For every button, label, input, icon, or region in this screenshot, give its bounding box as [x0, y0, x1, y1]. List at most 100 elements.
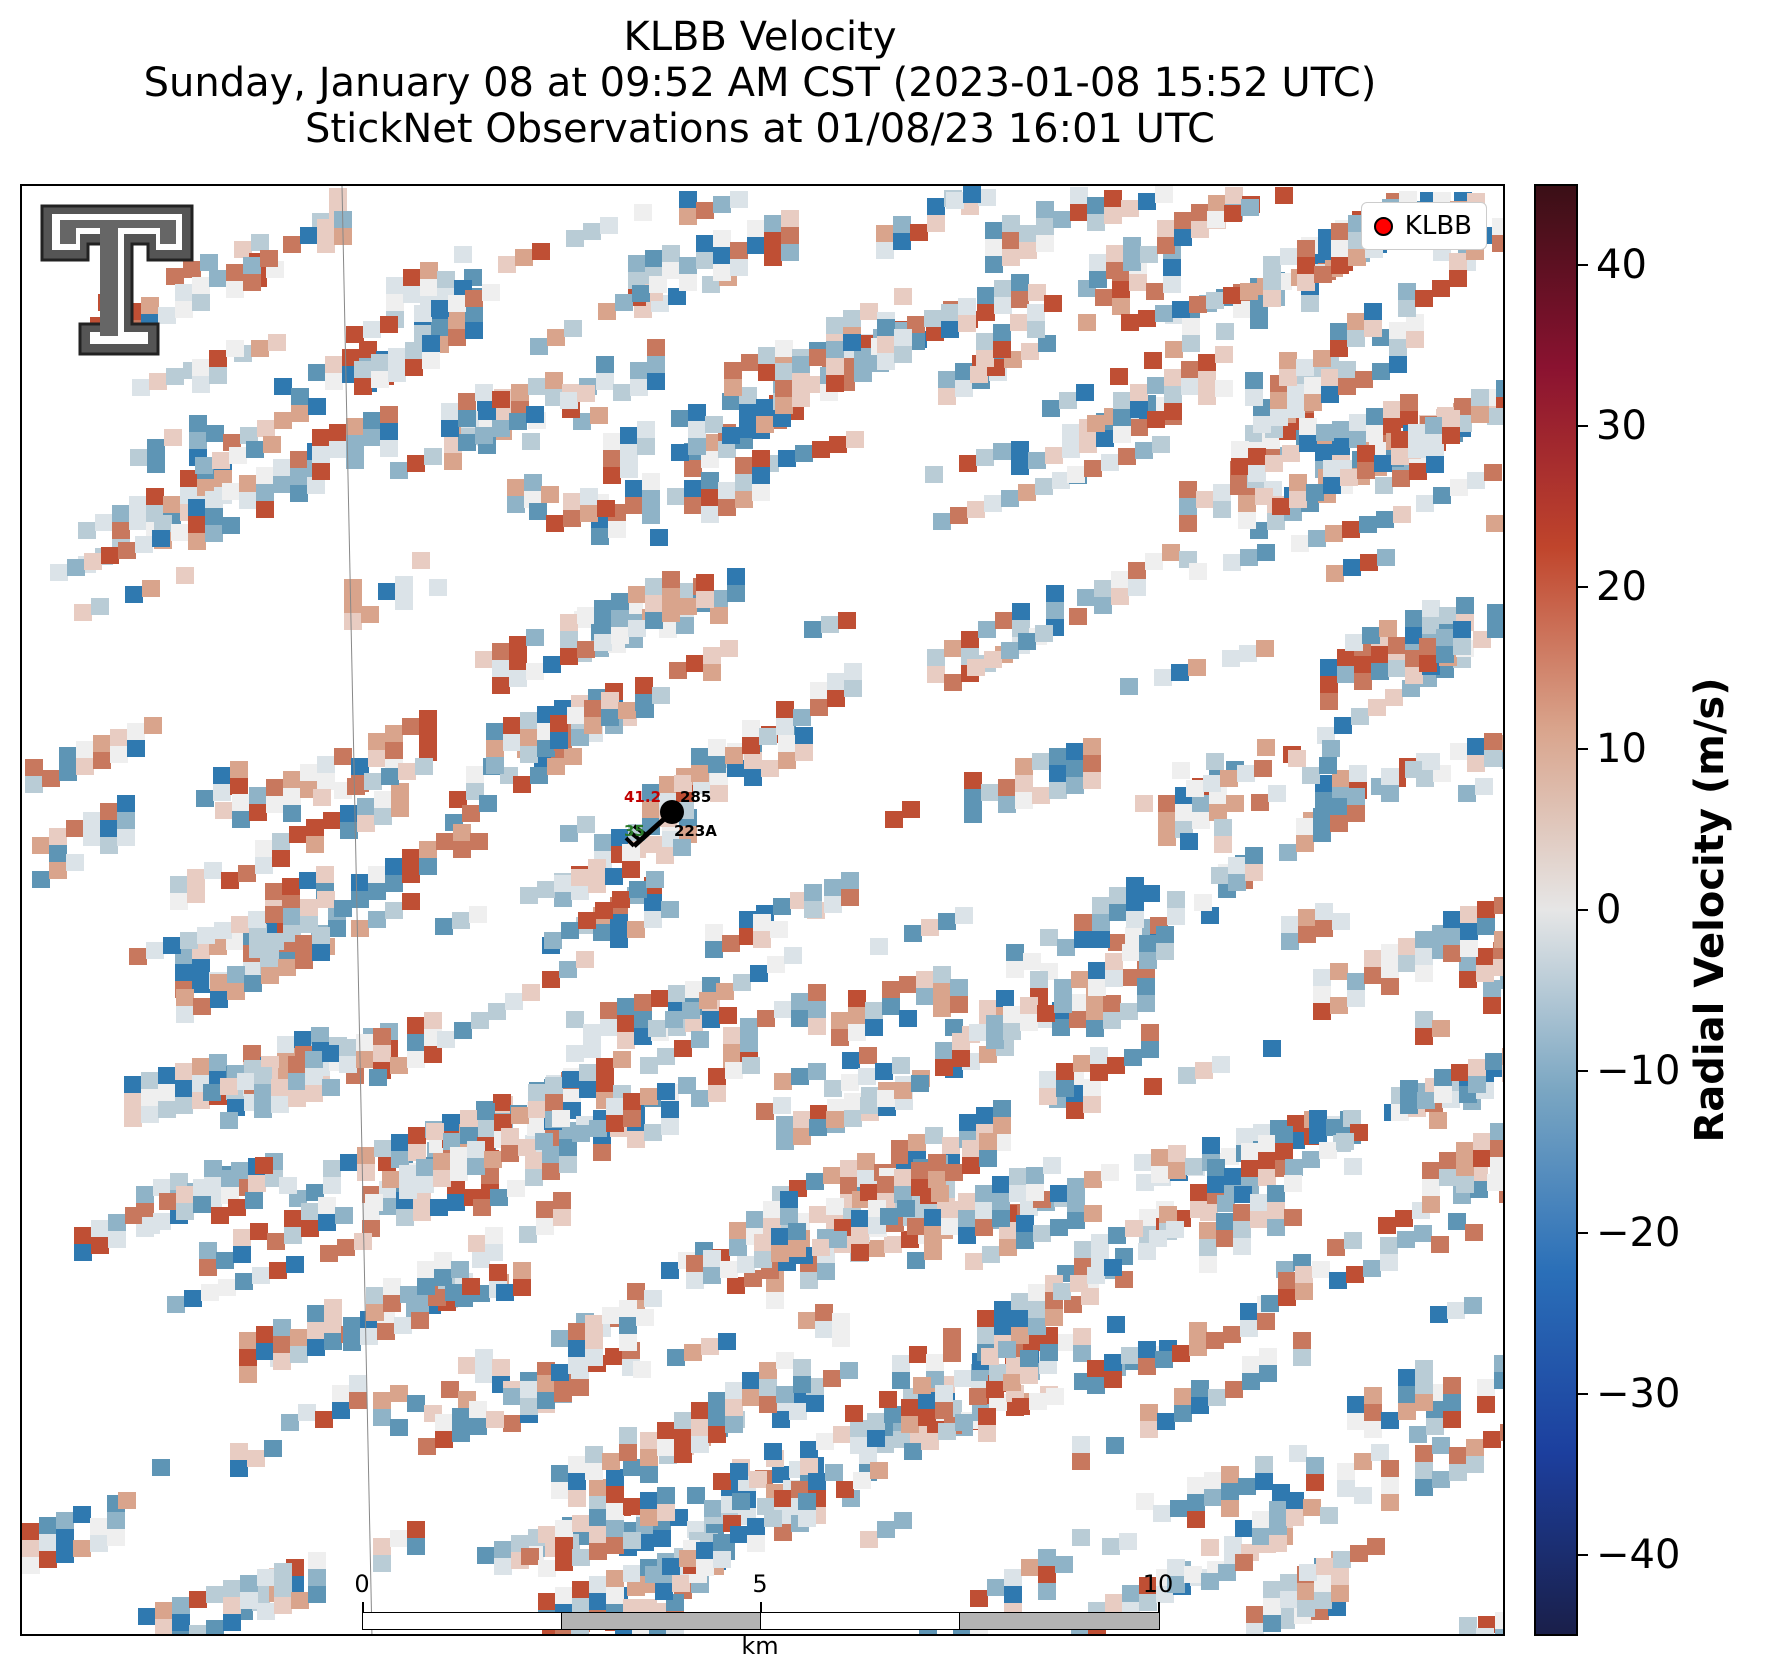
velocity-pixel — [723, 1027, 741, 1044]
velocity-pixel — [481, 1167, 499, 1184]
velocity-pixel — [1231, 458, 1249, 475]
velocity-pixel — [793, 1128, 811, 1145]
velocity-pixel — [246, 441, 264, 458]
velocity-pixel — [831, 1012, 849, 1029]
velocity-pixel — [891, 1140, 909, 1157]
velocity-pixel — [226, 264, 244, 281]
county-boundary-line — [341, 186, 373, 1634]
velocity-pixel — [1091, 1234, 1109, 1251]
velocity-pixel — [904, 925, 922, 942]
velocity-pixel — [1207, 1159, 1225, 1176]
velocity-pixel — [1038, 1566, 1056, 1583]
velocity-pixel — [1191, 1380, 1209, 1397]
velocity-pixel — [553, 1192, 571, 1209]
velocity-pixel — [513, 1279, 531, 1296]
velocity-pixel — [893, 233, 911, 250]
velocity-pixel — [602, 1307, 620, 1324]
velocity-pixel — [619, 1334, 637, 1351]
velocity-pixel — [963, 186, 981, 203]
velocity-pixel — [405, 359, 423, 376]
velocity-pixel — [1331, 257, 1349, 274]
velocity-pixel — [1392, 470, 1410, 487]
velocity-pixel — [776, 701, 794, 718]
velocity-pixel — [806, 1395, 824, 1412]
velocity-pixel — [606, 1587, 624, 1604]
velocity-pixel — [559, 1139, 577, 1156]
velocity-pixel — [1269, 1535, 1287, 1552]
velocity-pixel — [239, 475, 257, 492]
velocity-pixel — [374, 808, 392, 825]
velocity-pixel — [935, 1402, 953, 1419]
velocity-pixel — [1207, 211, 1225, 228]
velocity-pixel — [1009, 1185, 1027, 1202]
velocity-pixel — [1191, 204, 1209, 221]
velocity-pixel — [222, 517, 240, 534]
velocity-pixel — [1149, 1230, 1167, 1247]
velocity-pixel — [763, 1201, 781, 1218]
velocity-pixel — [780, 1191, 798, 1208]
velocity-pixel — [240, 427, 258, 444]
velocity-pixel — [657, 1422, 675, 1439]
velocity-pixel — [528, 378, 546, 395]
velocity-pixel — [1211, 867, 1229, 884]
velocity-pixel — [1198, 371, 1216, 388]
velocity-pixel — [503, 1415, 521, 1432]
velocity-pixel — [1141, 1041, 1159, 1058]
velocity-pixel — [913, 1377, 931, 1394]
velocity-pixel — [1083, 1096, 1101, 1113]
velocity-pixel — [764, 215, 782, 232]
velocity-pixel — [640, 1466, 658, 1483]
velocity-pixel — [204, 862, 222, 879]
velocity-pixel — [627, 1283, 645, 1300]
velocity-pixel — [877, 336, 895, 353]
velocity-pixel — [894, 1512, 912, 1529]
velocity-pixel — [108, 1231, 126, 1248]
velocity-pixel — [776, 1386, 794, 1403]
velocity-pixel — [1201, 1573, 1219, 1590]
velocity-pixel — [281, 1414, 299, 1431]
velocity-pixel — [1331, 240, 1349, 257]
velocity-pixel — [322, 1079, 340, 1096]
velocity-pixel — [954, 1370, 972, 1387]
velocity-pixel — [1198, 388, 1216, 405]
velocity-pixel — [827, 690, 845, 707]
velocity-pixel — [836, 1481, 854, 1498]
velocity-pixel — [1028, 1301, 1046, 1318]
velocity-pixel — [793, 1111, 811, 1128]
velocity-pixel — [1035, 478, 1053, 495]
velocity-pixel — [448, 312, 466, 329]
velocity-pixel — [223, 1580, 241, 1597]
velocity-pixel — [233, 1246, 251, 1263]
velocity-pixel — [1298, 909, 1316, 926]
velocity-pixel — [283, 805, 301, 822]
velocity-pixel — [735, 457, 753, 474]
velocity-pixel — [993, 341, 1011, 358]
velocity-pixel — [1364, 303, 1382, 320]
velocity-pixel — [594, 617, 612, 634]
velocity-pixel — [679, 274, 697, 291]
velocity-pixel — [91, 1220, 109, 1237]
velocity-pixel — [385, 902, 403, 919]
velocity-pixel — [815, 1321, 833, 1338]
velocity-pixel — [1483, 980, 1501, 997]
velocity-pixel — [381, 768, 399, 785]
velocity-pixel — [1368, 699, 1386, 716]
velocity-pixel — [243, 257, 261, 274]
velocity-pixel — [1268, 785, 1286, 802]
velocity-pixel — [992, 1176, 1010, 1193]
velocity-pixel — [927, 649, 945, 666]
velocity-pixel — [994, 280, 1012, 297]
velocity-pixel — [318, 1197, 336, 1214]
velocity-pixel — [195, 457, 213, 474]
velocity-pixel — [1165, 341, 1183, 358]
velocity-pixel — [1067, 1195, 1085, 1212]
velocity-pixel — [1213, 501, 1231, 518]
velocity-pixel — [380, 423, 398, 440]
velocity-pixel — [437, 1031, 455, 1048]
velocity-pixel — [1004, 1569, 1022, 1586]
velocity-pixel — [1360, 554, 1378, 571]
velocity-pixel — [192, 376, 210, 393]
velocity-pixel — [1473, 1133, 1491, 1150]
velocity-pixel — [307, 1322, 325, 1339]
velocity-pixel — [1190, 1184, 1208, 1201]
